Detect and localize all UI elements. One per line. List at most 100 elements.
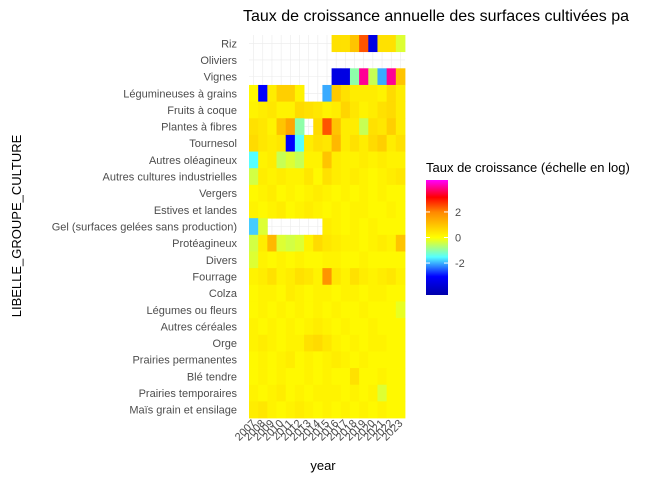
- y-tick-label: Riz: [221, 38, 237, 50]
- heatmap-cell: [285, 134, 296, 152]
- heatmap-cell: [304, 151, 314, 169]
- heatmap-cell: [276, 401, 287, 419]
- heatmap-cell: [395, 351, 406, 369]
- heatmap-cell: [368, 184, 378, 202]
- heatmap-cell: [322, 318, 332, 336]
- heatmap-cell: [395, 384, 406, 402]
- heatmap-cell: [258, 234, 268, 252]
- heatmap-cell: [359, 384, 369, 402]
- heatmap-cell: [267, 168, 277, 186]
- heatmap-cell: [340, 234, 351, 252]
- heatmap-cell: [258, 201, 268, 219]
- heatmap-cell: [304, 234, 314, 252]
- heatmap-cell: [249, 301, 259, 319]
- heatmap-cell: [294, 351, 305, 369]
- heatmap-cell: [368, 68, 378, 86]
- heatmap-cell: [359, 151, 369, 169]
- heatmap-cell: [386, 35, 397, 53]
- heatmap-cell: [331, 368, 342, 386]
- y-tick-label: Légumineuses à grains: [123, 88, 237, 100]
- heatmap-cell: [331, 84, 342, 103]
- heatmap-cell: [249, 201, 259, 219]
- heatmap-cell: [258, 118, 268, 136]
- heatmap-cell: [249, 384, 259, 402]
- heatmap-cell: [313, 301, 323, 319]
- heatmap-cell: [368, 268, 378, 286]
- heatmap-cell: [340, 151, 351, 169]
- heatmap-cell: [377, 384, 388, 402]
- heatmap-cell: [368, 301, 378, 319]
- heatmap-cell: [322, 401, 332, 419]
- y-tick-label: Colza: [209, 288, 238, 300]
- heatmap-cell: [322, 134, 332, 152]
- heatmap-cell: [258, 334, 268, 352]
- heatmap-cell: [331, 35, 342, 53]
- heatmap-cell: [304, 251, 314, 269]
- heatmap-cell: [377, 234, 388, 252]
- heatmap-cell: [386, 284, 397, 302]
- heatmap-cell: [331, 201, 342, 219]
- heatmap-cell: [349, 101, 360, 119]
- heatmap-cell: [377, 318, 388, 336]
- heatmap-cell: [377, 251, 388, 269]
- heatmap-cell: [285, 101, 296, 119]
- heatmap-cell: [377, 284, 388, 302]
- heatmap-cell: [294, 151, 305, 169]
- heatmap-cell: [304, 318, 314, 336]
- heatmap-cell: [377, 118, 388, 136]
- heatmap-cell: [395, 268, 406, 286]
- heatmap-cell: [322, 184, 332, 202]
- heatmap-cell: [267, 401, 277, 419]
- y-tick-label: Prairies permanentes: [132, 355, 237, 367]
- heatmap-cell: [340, 218, 351, 236]
- heatmap-cell: [359, 201, 369, 219]
- heatmap-cell: [331, 301, 342, 319]
- legend-title: Taux de croissance (échelle en log): [426, 160, 630, 175]
- heatmap-cell: [285, 384, 296, 402]
- heatmap-cell: [304, 284, 314, 302]
- heatmap-cell: [294, 101, 305, 119]
- heatmap-cell: [304, 351, 314, 369]
- heatmap-cell: [340, 334, 351, 352]
- heatmap-cell: [340, 168, 351, 186]
- heatmap-cell: [349, 201, 360, 219]
- y-tick-label: Orge: [213, 338, 237, 350]
- heatmap-cell: [313, 118, 323, 136]
- heatmap-cell: [322, 234, 332, 252]
- heatmap-cell: [313, 101, 323, 119]
- heatmap-cell: [359, 218, 369, 236]
- heatmap-cell: [258, 368, 268, 386]
- heatmap-cell: [285, 84, 296, 103]
- heatmap-cell: [349, 401, 360, 419]
- heatmap-cell: [377, 351, 388, 369]
- heatmap-cell: [304, 384, 314, 402]
- heatmap-cell: [258, 251, 268, 269]
- heatmap-cell: [386, 318, 397, 336]
- heatmap-cell: [349, 234, 360, 252]
- heatmap-cell: [386, 68, 397, 86]
- heatmap-cell: [276, 134, 287, 152]
- heatmap-cell: [377, 368, 388, 386]
- heatmap-cell: [395, 134, 406, 152]
- heatmap-cell: [322, 384, 332, 402]
- heatmap-cell: [395, 68, 406, 86]
- heatmap-cell: [249, 251, 259, 269]
- heatmap-cell: [322, 284, 332, 302]
- heatmap-cell: [386, 218, 397, 236]
- heatmap-cell: [313, 368, 323, 386]
- heatmap-cell: [359, 118, 369, 136]
- heatmap-cell: [331, 101, 342, 119]
- heatmap-cell: [359, 68, 369, 86]
- heatmap-cell: [349, 218, 360, 236]
- heatmap-cell: [258, 184, 268, 202]
- heatmap-cell: [249, 184, 259, 202]
- heatmap-cell: [359, 184, 369, 202]
- heatmap-cell: [267, 384, 277, 402]
- legend-tick-label: -2: [455, 258, 465, 270]
- y-tick-label: Tournesol: [189, 138, 237, 150]
- heatmap-cell: [258, 351, 268, 369]
- heatmap-cell: [359, 268, 369, 286]
- heatmap-cell: [249, 118, 259, 136]
- heatmap-cell: [322, 368, 332, 386]
